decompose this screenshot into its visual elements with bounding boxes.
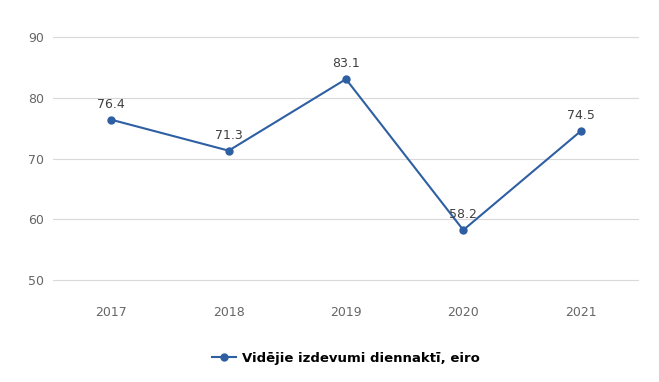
Text: 58.2: 58.2 xyxy=(449,208,477,221)
Line: Vidējie izdevumi diennaktī, eiro: Vidējie izdevumi diennaktī, eiro xyxy=(108,76,584,233)
Text: 76.4: 76.4 xyxy=(98,98,125,111)
Vidējie izdevumi diennaktī, eiro xyxy=(459,228,467,232)
Text: 74.5: 74.5 xyxy=(567,109,594,122)
Vidējie izdevumi diennaktī, eiro xyxy=(577,129,585,134)
Vidējie izdevumi diennaktī, eiro xyxy=(342,77,350,81)
Vidējie izdevumi diennaktī, eiro xyxy=(107,117,115,122)
Text: 71.3: 71.3 xyxy=(215,129,243,142)
Legend: Vidējie izdevumi diennaktī, eiro: Vidējie izdevumi diennaktī, eiro xyxy=(206,346,486,370)
Text: 83.1: 83.1 xyxy=(332,57,360,70)
Vidējie izdevumi diennaktī, eiro xyxy=(225,148,233,153)
